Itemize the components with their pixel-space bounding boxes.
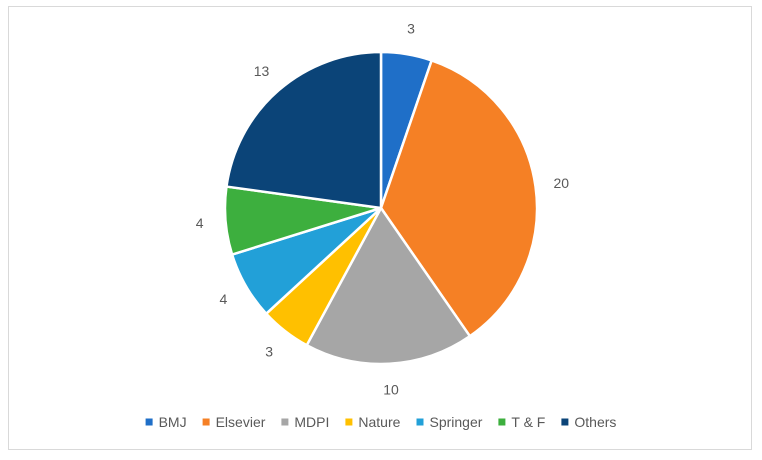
legend-item-t-f: T & F bbox=[498, 414, 545, 430]
legend-swatch-springer bbox=[416, 418, 424, 426]
legend-swatch-elsevier bbox=[202, 418, 210, 426]
legend-label-mdpi: MDPI bbox=[294, 414, 329, 430]
legend-item-others: Others bbox=[561, 414, 616, 430]
data-label-t-f: 4 bbox=[196, 215, 204, 231]
legend: BMJ Elsevier MDPI Nature Springer T & F Others bbox=[145, 414, 616, 430]
pie-slice-others bbox=[225, 50, 383, 210]
data-label-bmj: 3 bbox=[407, 21, 415, 37]
legend-item-springer: Springer bbox=[416, 414, 483, 430]
legend-label-elsevier: Elsevier bbox=[216, 414, 266, 430]
data-label-others: 13 bbox=[254, 63, 270, 79]
legend-label-bmj: BMJ bbox=[159, 414, 187, 430]
legend-swatch-nature bbox=[345, 418, 353, 426]
pie-slices bbox=[223, 50, 539, 366]
legend-swatch-others bbox=[561, 418, 569, 426]
legend-label-nature: Nature bbox=[358, 414, 400, 430]
pie-slice-mdpi bbox=[305, 206, 472, 366]
data-label-nature: 3 bbox=[265, 344, 273, 360]
legend-swatch-bmj bbox=[145, 418, 153, 426]
legend-swatch-t-f bbox=[498, 418, 506, 426]
data-label-mdpi: 10 bbox=[383, 382, 399, 398]
legend-item-bmj: BMJ bbox=[145, 414, 187, 430]
legend-label-t-f: T & F bbox=[511, 414, 545, 430]
legend-label-others: Others bbox=[574, 414, 616, 430]
data-label-springer: 4 bbox=[220, 291, 228, 307]
legend-item-mdpi: MDPI bbox=[281, 414, 329, 430]
legend-swatch-mdpi bbox=[281, 418, 289, 426]
data-labels: 3 20 10 3 4 4 13 bbox=[196, 21, 570, 398]
legend-item-nature: Nature bbox=[345, 414, 401, 430]
legend-label-springer: Springer bbox=[430, 414, 483, 430]
data-label-elsevier: 20 bbox=[554, 175, 570, 191]
legend-item-elsevier: Elsevier bbox=[202, 414, 266, 430]
pie-slice-elsevier bbox=[379, 59, 539, 338]
